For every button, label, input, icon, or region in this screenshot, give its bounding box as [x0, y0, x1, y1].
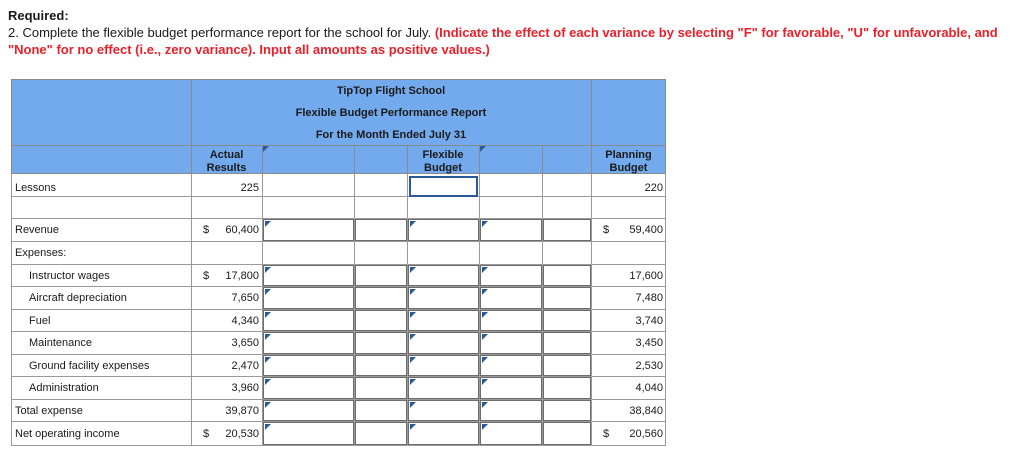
row-label-aircraft-depreciation: Aircraft depreciation [29, 292, 127, 304]
fuel-flexible-variance-input[interactable] [480, 310, 542, 331]
lessons-planning: 220 [644, 182, 663, 194]
row-label-fuel: Fuel [29, 315, 51, 327]
instructor-actual: 17,800 [225, 270, 259, 282]
aircraft-flexible-variance-input[interactable] [480, 287, 542, 309]
revenue-actual-variance-effect[interactable] [355, 219, 407, 241]
revenue-actual-dollar: $ [203, 224, 210, 236]
col-header-planning: Planning Budget [605, 149, 652, 174]
admin-actual-variance-effect[interactable] [355, 377, 407, 399]
instructor-flexible-variance-effect[interactable] [543, 265, 591, 286]
lessons-actual: 225 [240, 182, 259, 194]
instructor-flexible-input[interactable] [408, 265, 479, 286]
col-header-flexible: Flexible Budget [422, 149, 464, 174]
noi-planning: 20,560 [629, 428, 663, 440]
row-label-lessons: Lessons [15, 182, 56, 194]
admin-actual-variance-input[interactable] [263, 377, 354, 399]
instructor-planning: 17,600 [629, 270, 663, 282]
lessons-flexible-input[interactable] [409, 176, 478, 197]
question-instructions: Required: 2. Complete the flexible budge… [8, 7, 1008, 58]
instructor-flexible-variance-input[interactable] [480, 265, 542, 286]
fuel-flexible-input[interactable] [408, 310, 479, 331]
maintenance-flexible-variance-input[interactable] [480, 332, 542, 354]
aircraft-planning: 7,480 [635, 292, 663, 304]
row-label-revenue: Revenue [15, 224, 60, 236]
ground-actual: 2,470 [231, 360, 259, 372]
question-text: 2. Complete the flexible budget performa… [8, 25, 435, 40]
performance-report-table: TipTop Flight School Flexible Budget Per… [11, 79, 666, 446]
report-period: For the Month Ended July 31 [315, 129, 467, 141]
row-label-instructor-wages: Instructor wages [29, 270, 110, 282]
instructor-actual-variance-effect[interactable] [355, 265, 407, 286]
instructor-actual-variance-input[interactable] [263, 265, 354, 286]
required-heading: Required: [8, 8, 69, 23]
ground-actual-variance-input[interactable] [263, 355, 354, 376]
admin-planning: 4,040 [635, 382, 663, 394]
flexible-variance-header-dropdown[interactable] [480, 146, 542, 173]
row-label-administration: Administration [29, 382, 99, 394]
noi-actual-variance-input[interactable] [263, 422, 354, 445]
question-note: (Indicate the effect of each variance by… [8, 25, 998, 57]
instructor-actual-dollar: $ [203, 270, 210, 282]
report-title: Flexible Budget Performance Report [295, 107, 487, 119]
maintenance-flexible-input[interactable] [408, 332, 479, 354]
revenue-flexible-input[interactable] [408, 219, 479, 241]
noi-actual-dollar: $ [203, 428, 210, 440]
aircraft-flexible-input[interactable] [408, 287, 479, 309]
revenue-actual: 60,400 [225, 224, 259, 236]
total-flexible-variance-input[interactable] [480, 400, 542, 421]
fuel-actual-variance-effect[interactable] [355, 310, 407, 331]
row-label-expenses: Expenses: [15, 247, 67, 259]
row-label-net-operating-income: Net operating income [15, 428, 120, 440]
fuel-planning: 3,740 [635, 315, 663, 327]
aircraft-actual-variance-effect[interactable] [355, 287, 407, 309]
row-label-ground-facility: Ground facility expenses [29, 360, 150, 372]
admin-flexible-variance-input[interactable] [480, 377, 542, 399]
fuel-flexible-variance-effect[interactable] [543, 310, 591, 331]
total-flexible-variance-effect[interactable] [543, 400, 591, 421]
noi-flexible-variance-effect[interactable] [543, 422, 591, 445]
ground-flexible-input[interactable] [408, 355, 479, 376]
total-flexible-input[interactable] [408, 400, 479, 421]
revenue-planning: 59,400 [629, 224, 663, 236]
noi-actual: 20,530 [225, 428, 259, 440]
aircraft-actual: 7,650 [231, 292, 259, 304]
total-planning: 38,840 [629, 405, 663, 417]
fuel-actual-variance-input[interactable] [263, 310, 354, 331]
company-name: TipTop Flight School [336, 85, 446, 97]
noi-actual-variance-effect[interactable] [355, 422, 407, 445]
admin-actual: 3,960 [231, 382, 259, 394]
admin-flexible-input[interactable] [408, 377, 479, 399]
row-label-total-expense: Total expense [15, 405, 83, 417]
noi-planning-dollar: $ [603, 428, 610, 440]
noi-flexible-variance-input[interactable] [480, 422, 542, 445]
revenue-flexible-variance-effect[interactable] [543, 219, 591, 241]
ground-planning: 2,530 [635, 360, 663, 372]
fuel-actual: 4,340 [231, 315, 259, 327]
col-header-actual: Actual Results [206, 149, 247, 174]
maintenance-actual-variance-input[interactable] [263, 332, 354, 354]
ground-actual-variance-effect[interactable] [355, 355, 407, 376]
maintenance-flexible-variance-effect[interactable] [543, 332, 591, 354]
total-actual: 39,870 [225, 405, 259, 417]
aircraft-actual-variance-input[interactable] [263, 287, 354, 309]
total-actual-variance-input[interactable] [263, 400, 354, 421]
row-label-maintenance: Maintenance [29, 337, 92, 349]
maintenance-actual: 3,650 [231, 337, 259, 349]
maintenance-planning: 3,450 [635, 337, 663, 349]
revenue-flexible-variance-input[interactable] [480, 219, 542, 241]
aircraft-flexible-variance-effect[interactable] [543, 287, 591, 309]
maintenance-actual-variance-effect[interactable] [355, 332, 407, 354]
ground-flexible-variance-input[interactable] [480, 355, 542, 376]
actual-variance-header-dropdown[interactable] [263, 146, 353, 173]
report-header-band [11, 79, 666, 174]
ground-flexible-variance-effect[interactable] [543, 355, 591, 376]
revenue-planning-dollar: $ [603, 224, 610, 236]
admin-flexible-variance-effect[interactable] [543, 377, 591, 399]
revenue-actual-variance-input[interactable] [263, 219, 354, 241]
noi-flexible-input[interactable] [408, 422, 479, 445]
total-actual-variance-effect[interactable] [355, 400, 407, 421]
